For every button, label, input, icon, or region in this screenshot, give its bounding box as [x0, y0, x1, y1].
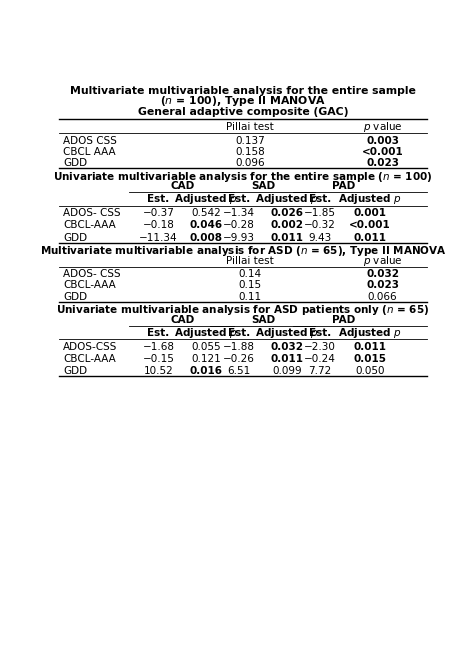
- Text: GDD: GDD: [63, 292, 87, 301]
- Text: ADOS- CSS: ADOS- CSS: [63, 269, 120, 279]
- Text: 9.43: 9.43: [309, 233, 332, 243]
- Text: −0.24: −0.24: [304, 354, 336, 364]
- Text: −11.34: −11.34: [139, 233, 178, 243]
- Text: 0.011: 0.011: [271, 354, 303, 364]
- Text: Adjusted $\it{p}$: Adjusted $\it{p}$: [174, 192, 238, 206]
- Text: 0.011: 0.011: [353, 342, 386, 352]
- Text: Adjusted $\it{p}$: Adjusted $\it{p}$: [174, 326, 238, 340]
- Text: Adjusted $\it{p}$: Adjusted $\it{p}$: [255, 192, 319, 206]
- Text: 0.14: 0.14: [239, 269, 262, 279]
- Text: 10.52: 10.52: [144, 366, 173, 376]
- Text: <0.001: <0.001: [349, 220, 391, 231]
- Text: GDD: GDD: [63, 233, 87, 243]
- Text: Est.: Est.: [309, 328, 331, 338]
- Text: 0.542: 0.542: [191, 208, 221, 218]
- Text: SAD: SAD: [251, 181, 275, 191]
- Text: $\it{p}$ value: $\it{p}$ value: [363, 254, 402, 268]
- Text: 0.137: 0.137: [236, 136, 265, 146]
- Text: <0.001: <0.001: [362, 147, 403, 157]
- Text: CAD: CAD: [170, 181, 194, 191]
- Text: 0.002: 0.002: [271, 220, 303, 231]
- Text: −0.26: −0.26: [223, 354, 255, 364]
- Text: 0.15: 0.15: [239, 280, 262, 290]
- Text: −1.68: −1.68: [142, 342, 174, 352]
- Text: −0.28: −0.28: [223, 220, 255, 231]
- Text: −2.30: −2.30: [304, 342, 336, 352]
- Text: Est.: Est.: [228, 328, 250, 338]
- Text: CAD: CAD: [170, 315, 194, 325]
- Text: −0.37: −0.37: [143, 208, 174, 218]
- Text: Multivariate multivariable analysis for the entire sample: Multivariate multivariable analysis for …: [70, 85, 416, 96]
- Text: Est.: Est.: [147, 194, 170, 204]
- Text: −0.15: −0.15: [143, 354, 174, 364]
- Text: Est.: Est.: [228, 194, 250, 204]
- Text: 7.72: 7.72: [309, 366, 332, 376]
- Text: 0.023: 0.023: [366, 158, 399, 169]
- Text: −9.93: −9.93: [223, 233, 255, 243]
- Text: 6.51: 6.51: [228, 366, 251, 376]
- Text: 0.032: 0.032: [271, 342, 303, 352]
- Text: ADOS CSS: ADOS CSS: [63, 136, 117, 146]
- Text: CBCL-AAA: CBCL-AAA: [63, 354, 116, 364]
- Text: 0.011: 0.011: [271, 233, 303, 243]
- Text: −1.34: −1.34: [223, 208, 255, 218]
- Text: Adjusted $\it{p}$: Adjusted $\it{p}$: [338, 192, 401, 206]
- Text: CBCL-AAA: CBCL-AAA: [63, 220, 116, 231]
- Text: 0.008: 0.008: [190, 233, 223, 243]
- Text: 0.11: 0.11: [239, 292, 262, 301]
- Text: 0.158: 0.158: [236, 147, 265, 157]
- Text: Pillai test: Pillai test: [227, 256, 274, 266]
- Text: 0.121: 0.121: [191, 354, 221, 364]
- Text: GDD: GDD: [63, 366, 87, 376]
- Text: 0.003: 0.003: [366, 136, 399, 146]
- Text: ($\it{n}$ = 100), Type II MANOVA: ($\it{n}$ = 100), Type II MANOVA: [160, 95, 326, 108]
- Text: ADOS- CSS: ADOS- CSS: [63, 208, 120, 218]
- Text: SAD: SAD: [251, 315, 275, 325]
- Text: Univariate multivariable analysis for ASD patients only ($\it{n}$ = 65): Univariate multivariable analysis for AS…: [56, 303, 429, 317]
- Text: 0.016: 0.016: [190, 366, 223, 376]
- Text: PAD: PAD: [332, 181, 356, 191]
- Text: PAD: PAD: [332, 315, 356, 325]
- Text: 0.050: 0.050: [355, 366, 384, 376]
- Text: ADOS-CSS: ADOS-CSS: [63, 342, 117, 352]
- Text: GDD: GDD: [63, 158, 87, 169]
- Text: $\it{p}$ value: $\it{p}$ value: [363, 120, 402, 134]
- Text: Multivariate multivariable analysis for ASD ($\it{n}$ = 65), Type II MANOVA: Multivariate multivariable analysis for …: [40, 245, 446, 258]
- Text: 0.099: 0.099: [272, 366, 302, 376]
- Text: 0.001: 0.001: [353, 208, 386, 218]
- Text: 0.026: 0.026: [271, 208, 303, 218]
- Text: 0.032: 0.032: [366, 269, 399, 279]
- Text: Est.: Est.: [147, 328, 170, 338]
- Text: 0.011: 0.011: [353, 233, 386, 243]
- Text: 0.096: 0.096: [236, 158, 265, 169]
- Text: General adaptive composite (GAC): General adaptive composite (GAC): [137, 107, 348, 117]
- Text: CBCL-AAA: CBCL-AAA: [63, 280, 116, 290]
- Text: 0.023: 0.023: [366, 280, 399, 290]
- Text: Univariate multivariable analysis for the entire sample ($\it{n}$ = 100): Univariate multivariable analysis for th…: [53, 170, 433, 184]
- Text: Adjusted $\it{p}$: Adjusted $\it{p}$: [255, 326, 319, 340]
- Text: −0.18: −0.18: [143, 220, 174, 231]
- Text: 0.046: 0.046: [190, 220, 223, 231]
- Text: −1.85: −1.85: [304, 208, 336, 218]
- Text: 0.055: 0.055: [191, 342, 221, 352]
- Text: −1.88: −1.88: [223, 342, 255, 352]
- Text: Adjusted $\it{p}$: Adjusted $\it{p}$: [338, 326, 401, 340]
- Text: 0.015: 0.015: [353, 354, 386, 364]
- Text: CBCL AAA: CBCL AAA: [63, 147, 116, 157]
- Text: Est.: Est.: [309, 194, 331, 204]
- Text: 0.066: 0.066: [368, 292, 397, 301]
- Text: Pillai test: Pillai test: [227, 122, 274, 132]
- Text: −0.32: −0.32: [304, 220, 336, 231]
